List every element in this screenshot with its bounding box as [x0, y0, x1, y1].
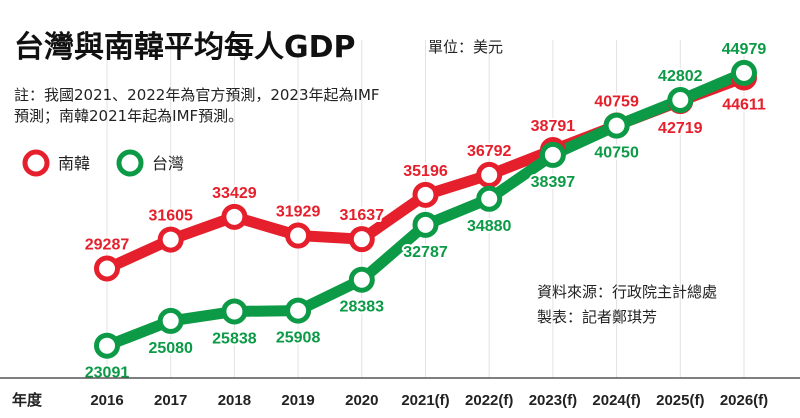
note-line-1: 註：我國2021、2022年為官方預測，2023年起為IMF	[14, 86, 380, 104]
data-label-taiwan-2026(f): 44979	[722, 41, 767, 58]
credit-text: 製表：記者鄭琪芳	[537, 308, 657, 326]
legend-taiwan-ring-icon	[116, 149, 144, 177]
source-text: 資料來源：行政院主計總處	[537, 283, 717, 301]
data-label-taiwan-2016: 23091	[85, 365, 130, 382]
unit-label: 單位：美元	[428, 38, 503, 56]
data-label-korea-2025(f): 42719	[658, 120, 703, 137]
data-label-korea-2017: 31605	[148, 208, 193, 225]
data-label-korea-2023(f): 38791	[531, 118, 576, 135]
data-label-taiwan-2018: 25838	[212, 330, 257, 347]
x-tick-2020: 2020	[345, 392, 378, 409]
point-taiwan-2018	[221, 298, 248, 325]
point-taiwan-2022(f)	[476, 185, 503, 212]
point-taiwan-2026(f)	[731, 59, 757, 86]
legend: 南韓 台灣	[22, 149, 184, 177]
point-korea-2018	[221, 203, 248, 230]
x-tick-2016: 2016	[90, 392, 123, 409]
x-tick-2019: 2019	[281, 392, 314, 409]
legend-taiwan-label: 台灣	[152, 154, 184, 173]
data-label-layer: 29287 31605 33429 31929 31637 35196 36792 38791…	[83, 39, 769, 384]
data-label-taiwan-2017: 25080	[148, 340, 193, 357]
point-taiwan-2020	[348, 266, 375, 293]
legend-korea-label: 南韓	[58, 154, 90, 173]
point-korea-2019	[285, 222, 312, 249]
note-line-2: 預測；南韓2021年起為IMF預測。	[14, 107, 243, 125]
point-korea-2016	[94, 255, 120, 282]
data-label-taiwan-2021(f): 32787	[403, 244, 448, 261]
point-taiwan-2021(f)	[412, 211, 439, 238]
point-taiwan-2025(f)	[667, 87, 694, 114]
data-label-korea-2021(f): 35196	[403, 163, 448, 180]
x-tick-2018: 2018	[218, 392, 251, 409]
x-axis-title: 年度	[12, 391, 43, 409]
x-tick-2021(f): 2021(f)	[401, 392, 449, 409]
point-taiwan-2017	[157, 307, 184, 334]
point-taiwan-2019	[285, 297, 312, 324]
x-tick-2022(f): 2022(f)	[465, 392, 513, 409]
data-label-taiwan-2022(f): 34880	[467, 218, 512, 235]
data-label-korea-2019: 31929	[276, 204, 321, 221]
data-label-korea-2026(f): 44611	[722, 96, 766, 113]
point-korea-2020	[348, 226, 375, 253]
series-layer	[94, 59, 757, 359]
chart-title: 台灣與南韓平均每人GDP	[14, 30, 356, 65]
data-label-korea-2022(f): 36792	[467, 143, 512, 160]
data-label-taiwan-2023(f): 38397	[531, 174, 576, 191]
x-tick-2025(f): 2025(f)	[656, 392, 704, 409]
point-taiwan-2016	[94, 332, 120, 359]
data-label-korea-2020: 31637	[340, 207, 385, 224]
data-label-taiwan-2024(f): 40750	[594, 145, 639, 162]
grid	[106, 40, 745, 378]
data-label-taiwan-2020: 28383	[340, 299, 385, 316]
point-korea-2017	[157, 226, 184, 253]
point-taiwan-2023(f)	[539, 141, 566, 168]
x-tick-2024(f): 2024(f)	[592, 392, 640, 409]
point-taiwan-2024(f)	[603, 112, 630, 139]
x-tick-2023(f): 2023(f)	[529, 392, 577, 409]
data-label-taiwan-2025(f): 42802	[658, 68, 703, 85]
point-korea-2022(f)	[476, 161, 503, 188]
data-label-korea-2016: 29287	[85, 236, 130, 253]
x-tick-2017: 2017	[154, 392, 187, 409]
legend-korea-ring-icon	[22, 149, 50, 177]
data-label-korea-2024(f): 40759	[594, 93, 639, 110]
data-label-taiwan-2019: 25908	[276, 330, 321, 347]
x-tick-2026(f): 2026(f)	[720, 392, 768, 409]
data-label-korea-2018: 33429	[212, 185, 257, 202]
x-axis-ticks: 2016 2017 2018 2019 2020 2021(f) 2022(f) 2023(f…	[90, 392, 768, 409]
point-korea-2021(f)	[412, 181, 439, 208]
